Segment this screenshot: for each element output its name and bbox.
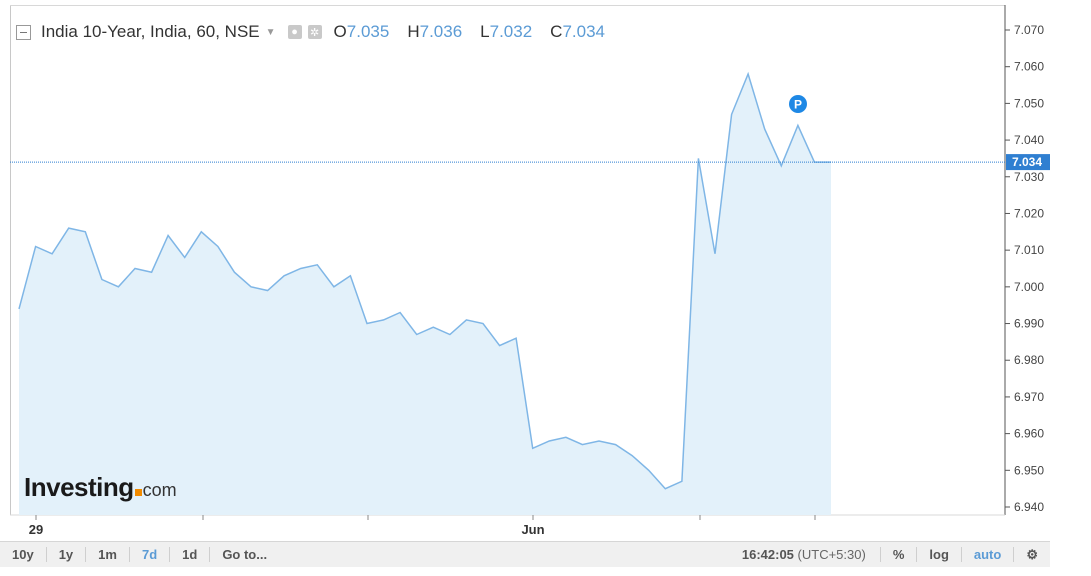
range-10y-button[interactable]: 10y — [12, 547, 34, 562]
toolbar-separator — [916, 547, 918, 562]
legend-title: India 10-Year, India, 60, NSE — [41, 22, 260, 41]
gear-icon[interactable]: ⚙ — [1026, 546, 1038, 562]
price-chart[interactable]: 7.070 7.060 7.050 7.040 7.030 7.020 7.010 7.000… — [0, 0, 1091, 541]
chart-left-border — [10, 5, 11, 515]
logo-suffix: com — [142, 480, 177, 500]
toolbar-separator — [1013, 547, 1015, 562]
eye-icon[interactable]: ● — [287, 25, 302, 39]
y-tick-label: 6.950 — [1014, 463, 1044, 477]
x-tick-label: 29 — [29, 522, 43, 537]
y-tick-label: 6.960 — [1014, 427, 1044, 441]
low-label: L — [480, 22, 490, 41]
y-tick-label: 7.010 — [1014, 243, 1044, 257]
y-tick-label: 7.050 — [1014, 96, 1044, 110]
toolbar-separator — [45, 547, 47, 562]
p-marker-circle — [789, 95, 807, 113]
y-tick-label: 7.000 — [1014, 280, 1044, 294]
chart-top-border — [10, 5, 1005, 6]
y-tick-label: 6.970 — [1014, 390, 1044, 404]
bottom-toolbar: 10y 1y 1m 7d 1d Go to... 16:42:05 (UTC+5… — [0, 541, 1050, 567]
percent-scale-button[interactable]: % — [892, 547, 905, 562]
toolbar-separator — [85, 547, 87, 562]
close-value: 7.034 — [562, 22, 605, 41]
auto-scale-button[interactable]: auto — [973, 547, 1002, 562]
toolbar-separator — [209, 547, 211, 562]
y-tick-label: 7.040 — [1014, 133, 1044, 147]
goto-button[interactable]: Go to... — [222, 547, 268, 562]
toolbar-separator — [960, 547, 962, 562]
time-axis[interactable]: 29 Jun — [10, 514, 1005, 537]
high-value: 7.036 — [419, 22, 463, 41]
y-tick-label: 7.030 — [1014, 170, 1044, 184]
gear-icon[interactable]: ✲ — [307, 25, 322, 39]
price-axis[interactable]: 7.070 7.060 7.050 7.040 7.030 7.020 7.010 7.000… — [1004, 5, 1044, 515]
price-line — [18, 71, 831, 490]
range-1d-button[interactable]: 1d — [182, 547, 198, 562]
open-label: O — [333, 22, 347, 41]
close-label: C — [550, 22, 563, 41]
toolbar-separator — [169, 547, 171, 562]
low-value: 7.032 — [489, 22, 533, 41]
range-1m-button[interactable]: 1m — [98, 547, 117, 562]
high-label: H — [407, 22, 420, 41]
collapse-icon[interactable] — [16, 24, 31, 40]
legend: India 10-Year, India, 60, NSE ▼ ● ✲ O 7.… — [16, 21, 617, 43]
y-tick-label: 6.940 — [1014, 500, 1044, 514]
toolbar-separator — [879, 547, 881, 562]
current-price-label: 7.034 — [1006, 154, 1050, 171]
p-marker[interactable]: P — [789, 95, 807, 113]
current-price-label-text: 7.034 — [1012, 155, 1042, 169]
y-tick-label: 7.020 — [1014, 206, 1044, 220]
current-price-label-bg — [1006, 154, 1050, 171]
chevron-down-icon[interactable]: ▼ — [265, 26, 276, 38]
y-tick-label: 6.980 — [1014, 353, 1044, 367]
clock: 16:42:05 (UTC+5:30) — [742, 547, 880, 562]
price-area-fill — [19, 74, 831, 515]
logo-brand: Investing — [24, 472, 134, 502]
y-tick-label: 7.070 — [1014, 23, 1044, 37]
log-scale-button[interactable]: log — [929, 547, 949, 562]
investing-logo[interactable]: Investing com — [24, 472, 177, 503]
range-7d-button[interactable]: 7d — [141, 547, 158, 562]
y-tick-label: 6.990 — [1014, 317, 1044, 331]
clock-time: 16:42:05 — [741, 547, 794, 562]
p-marker-label: P — [794, 98, 802, 112]
open-value: 7.035 — [346, 22, 390, 41]
toolbar-separator — [128, 547, 130, 562]
clock-timezone[interactable]: (UTC+5:30) — [797, 547, 866, 562]
x-tick-label: Jun — [521, 522, 544, 537]
range-1y-button[interactable]: 1y — [58, 547, 74, 562]
y-tick-label: 7.060 — [1014, 60, 1044, 74]
logo-dot — [134, 489, 142, 496]
